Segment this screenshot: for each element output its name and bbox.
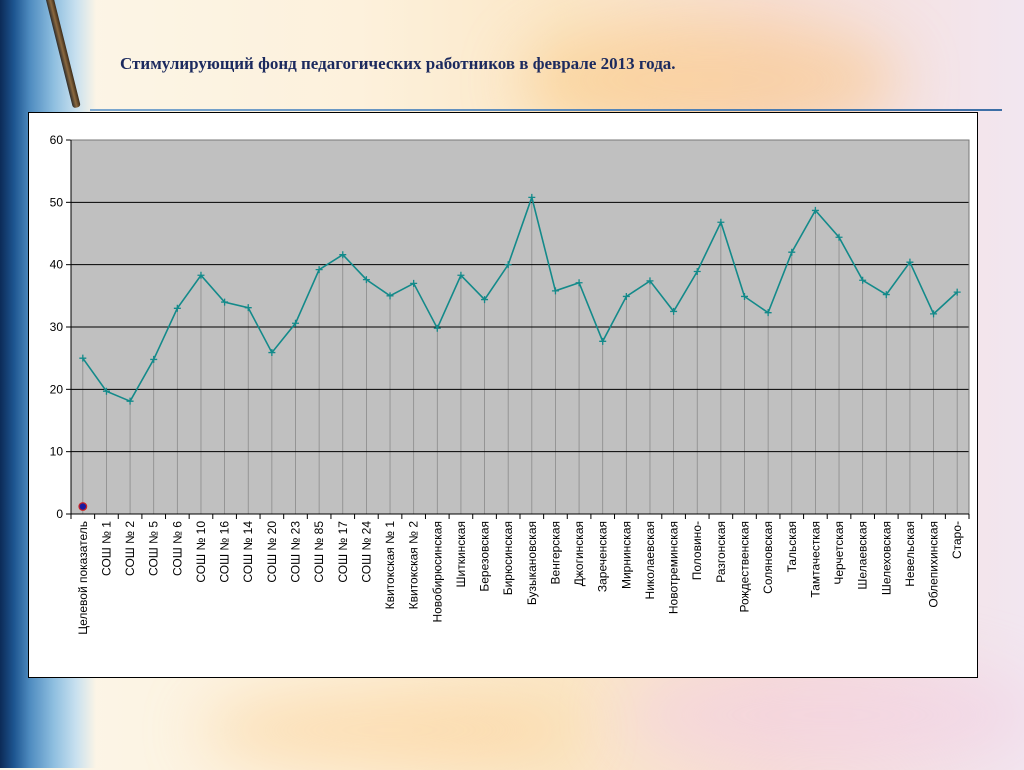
x-tick-label: Бирюсинская (501, 521, 515, 595)
x-tick-label: Венгерская (548, 521, 562, 584)
data-point (953, 288, 961, 296)
line-chart: 0 10 20 30 40 50 60 Целевой показатель СОШ № 1 СО… (50, 133, 970, 635)
x-tick-label: Бузыкановская (525, 521, 539, 605)
data-point (741, 292, 748, 300)
data-point (221, 298, 229, 306)
data-point (930, 310, 938, 318)
data-point (362, 276, 370, 284)
data-point (906, 258, 914, 266)
data-point (528, 193, 536, 201)
x-tick-label: Мирнинская (619, 521, 633, 589)
x-tick-label: СОШ № 1 (99, 521, 113, 576)
y-tick-label: 30 (50, 320, 64, 334)
x-tick-label: Соляновская (761, 521, 775, 594)
x-tick-label: Рождественская (738, 521, 752, 612)
x-tick-label: Джогинская (572, 521, 586, 586)
x-tick-label: Черчетская (832, 521, 846, 585)
data-point (457, 271, 465, 279)
data-point (339, 251, 347, 259)
data-point (670, 307, 678, 315)
x-tick-label: СОШ № 85 (312, 521, 326, 583)
chart-frame: 0 10 20 30 40 50 60 Целевой показатель СОШ № 1 СО… (28, 112, 978, 678)
data-point (788, 248, 796, 256)
x-tick-label: СОШ № 5 (147, 521, 161, 576)
data-point (859, 276, 867, 284)
x-tick-label: Николаевская (643, 521, 657, 599)
data-point (102, 387, 110, 395)
data-point (126, 397, 134, 405)
x-tick-label: Старо- (950, 521, 964, 559)
data-point (764, 309, 772, 317)
data-point (717, 218, 725, 226)
page-title: Стимулирующий фонд педагогических работн… (120, 54, 676, 73)
data-point (410, 279, 418, 287)
x-tick-label: СОШ № 17 (336, 521, 350, 583)
target-marker (78, 502, 88, 511)
x-tick-label: Шелаевская (856, 521, 870, 590)
x-tick-label: Квитокская № 1 (383, 521, 397, 610)
data-point (575, 279, 583, 287)
y-tick-label: 0 (56, 507, 63, 521)
data-point (292, 319, 299, 327)
x-tick-label: СОШ № 16 (218, 521, 232, 583)
x-tick-label: Половино- (690, 521, 704, 580)
data-point (79, 354, 87, 362)
x-tick-label: СОШ № 2 (123, 521, 137, 576)
y-tick-label: 50 (50, 195, 64, 209)
x-tick-label: Шиткинская (454, 521, 468, 587)
x-tick-label: СОШ № 14 (241, 521, 255, 583)
data-point (173, 304, 181, 312)
data-point (835, 233, 843, 241)
x-tick-label: Березовская (478, 521, 492, 592)
data-point (268, 349, 276, 357)
data-point (599, 337, 607, 345)
data-point (481, 296, 489, 304)
x-tick-label: Тамтачесткая (808, 521, 822, 598)
data-point (386, 292, 394, 300)
x-tick-label: Разгонская (714, 521, 728, 583)
data-point (504, 261, 512, 269)
x-tick-label: Зареченская (596, 521, 610, 592)
x-tick-label: Тальская (785, 521, 799, 572)
x-tick-label: СОШ № 23 (289, 521, 303, 583)
x-tick-label: Невельская (903, 521, 917, 587)
data-point (150, 355, 158, 363)
y-tick-label: 40 (50, 258, 64, 272)
x-tick-label: Новобирюсинская (430, 521, 444, 623)
data-point (433, 324, 441, 332)
data-point (882, 291, 890, 299)
x-tick-label: Шелеховская (879, 521, 893, 595)
x-tick-label: СОШ № 20 (265, 521, 279, 583)
x-tick-label: Облепихинская (927, 521, 941, 608)
x-tick-label: Новотреминская (667, 521, 681, 614)
series-line (82, 194, 958, 403)
data-point (646, 277, 654, 285)
x-tick-label: Квитокская № 2 (407, 521, 421, 610)
data-point (811, 206, 819, 214)
x-tick-label: СОШ № 6 (170, 521, 184, 576)
data-point (551, 287, 559, 295)
data-point (315, 266, 323, 274)
data-point (693, 268, 701, 276)
x-tick-label: СОШ № 10 (194, 521, 208, 583)
y-tick-label: 60 (50, 133, 64, 147)
data-point (244, 304, 252, 312)
x-tick-label: Целевой показатель (76, 521, 90, 635)
data-point (197, 271, 205, 279)
y-tick-label: 10 (50, 445, 64, 459)
background-glow (200, 690, 580, 770)
title-underline (90, 109, 1002, 111)
y-tick-label: 20 (50, 382, 64, 396)
data-point (622, 292, 630, 300)
x-tick-label: СОШ № 24 (359, 521, 373, 583)
